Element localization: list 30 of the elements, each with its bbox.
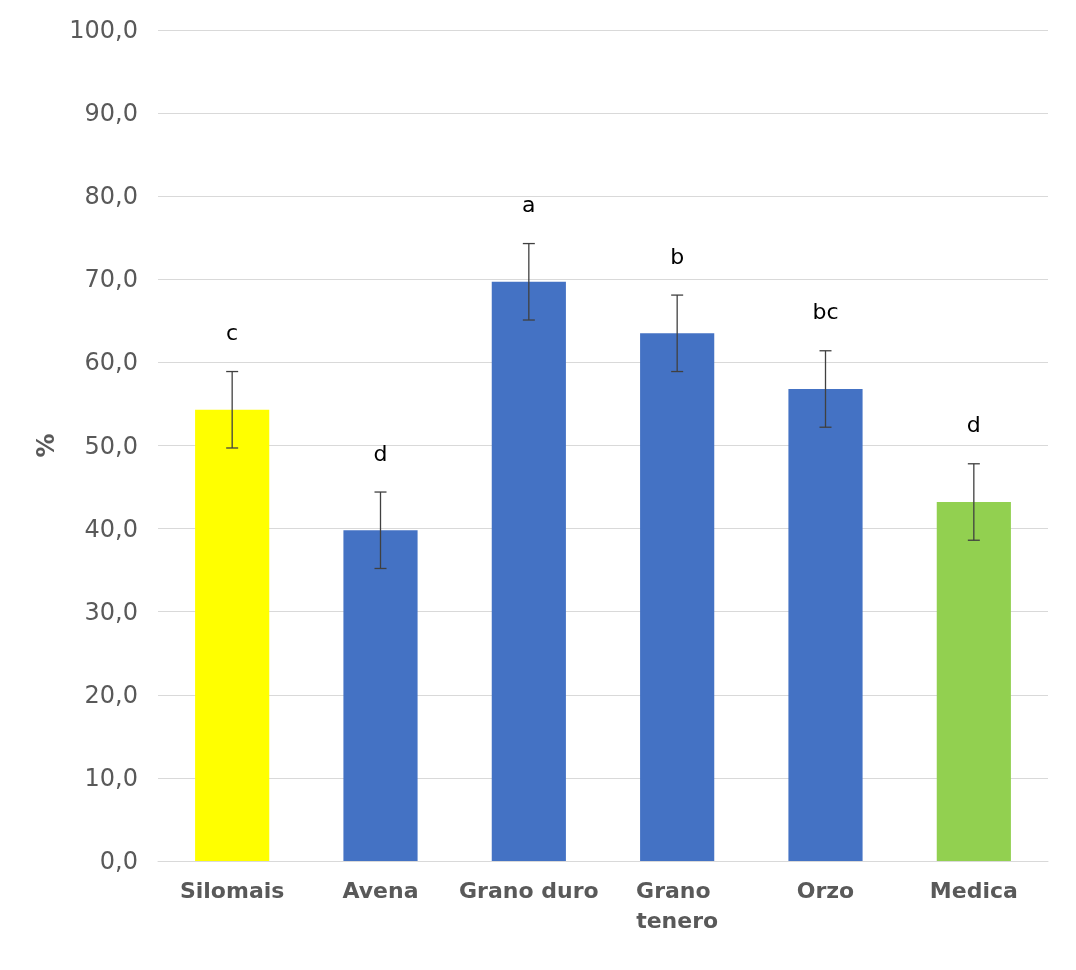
y-tick-label: 40,0	[84, 514, 138, 543]
x-tick-label: Silomais	[179, 877, 285, 903]
y-tick-label: 50,0	[84, 431, 138, 460]
x-tick-label: Orzo	[796, 877, 855, 903]
bar	[788, 388, 863, 861]
annotation: c	[226, 320, 239, 346]
x-tick-label: Medica	[929, 877, 1018, 903]
annotation: a	[522, 192, 536, 218]
y-tick-label: 0,0	[99, 847, 138, 875]
annotation: b	[670, 243, 685, 269]
bar	[195, 409, 270, 861]
x-tick-label: Grano tenero	[636, 877, 719, 933]
y-tick-label: 10,0	[84, 763, 138, 792]
x-tick-label: Grano duro	[459, 877, 599, 903]
annotation: d	[966, 412, 981, 438]
y-tick-label: 30,0	[84, 597, 138, 626]
y-tick-label: 100,0	[69, 16, 138, 44]
bar	[343, 530, 418, 861]
y-tick-label: 20,0	[84, 680, 138, 709]
y-tick-label: 90,0	[84, 99, 138, 128]
y-tick-label: 60,0	[84, 348, 138, 377]
y-axis-title: %	[32, 433, 60, 458]
bar	[640, 333, 715, 861]
annotation: bc	[812, 299, 839, 325]
annotation: d	[373, 440, 388, 466]
y-tick-label: 80,0	[84, 182, 138, 211]
x-tick-label: Avena	[342, 877, 419, 903]
bar	[491, 281, 566, 861]
y-tick-label: 70,0	[84, 265, 138, 294]
bar	[936, 502, 1011, 861]
